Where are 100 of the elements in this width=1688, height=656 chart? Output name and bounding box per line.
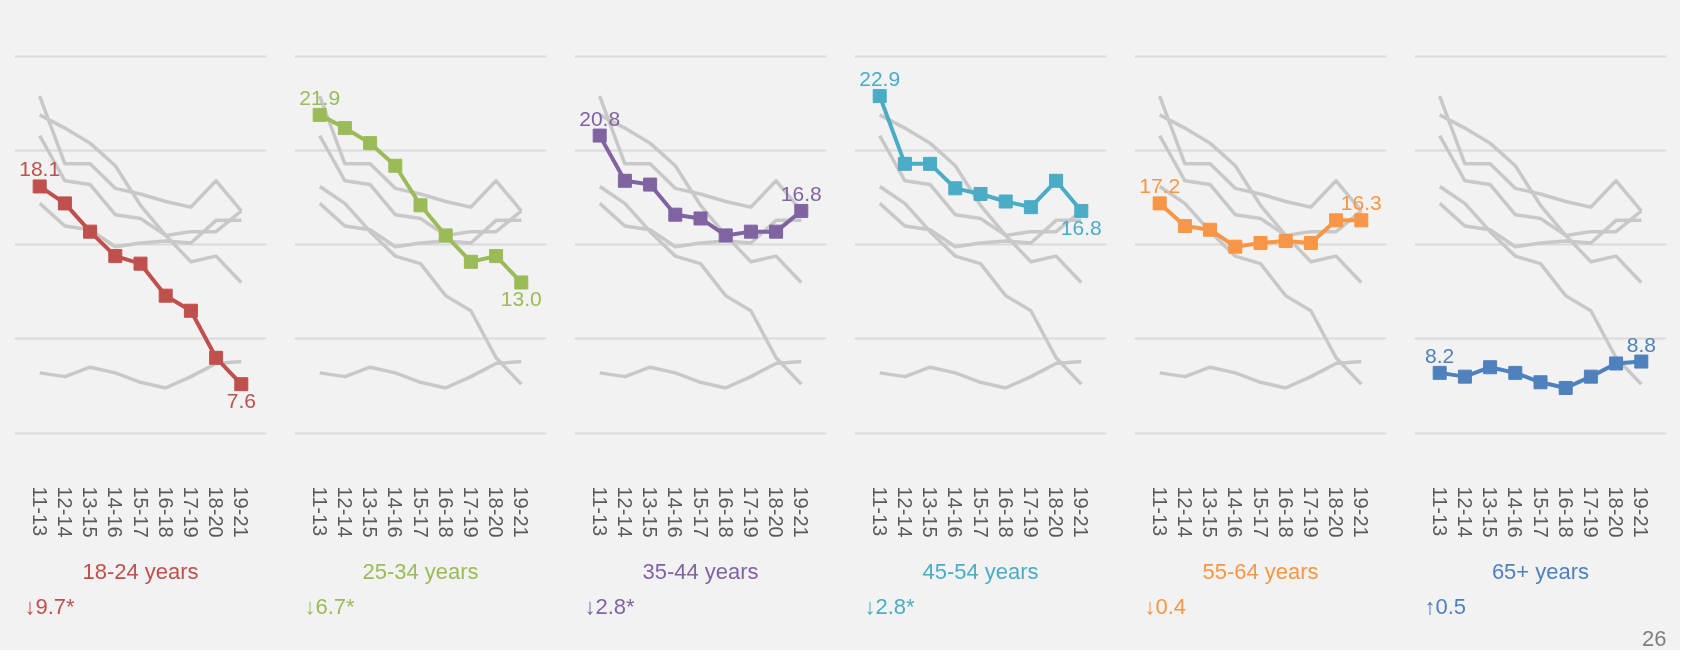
point: [1329, 213, 1344, 228]
x-tick-label: 17-19: [179, 486, 202, 538]
x-tick-label: 14-16: [384, 486, 407, 538]
x-tick-label: 11-13: [308, 486, 331, 537]
x-tick-label: 15-17: [969, 486, 992, 538]
x-tick-label: 17-19: [1019, 486, 1042, 538]
x-tick-label: 14-16: [664, 486, 687, 538]
point: [973, 186, 988, 201]
data-label: 8.8: [1626, 332, 1656, 356]
point: [643, 177, 658, 192]
x-tick-label: 17-19: [739, 486, 762, 538]
x-tick-label: 18-20: [1605, 486, 1628, 538]
point: [57, 196, 72, 211]
point: [514, 275, 529, 290]
text: 55-64 years: [1202, 558, 1319, 584]
point: [617, 173, 632, 188]
x-tick-label: 18-20: [485, 486, 508, 538]
text: 65+ years: [1491, 558, 1590, 584]
point: [1074, 203, 1089, 218]
point: [83, 224, 98, 239]
point: [923, 156, 938, 171]
point: [363, 136, 378, 151]
x-tick-label: 12-14: [53, 486, 76, 538]
point: [158, 288, 173, 303]
data-label: 13.0: [500, 287, 542, 311]
point: [1177, 218, 1192, 233]
text: ↓0.4: [1144, 593, 1187, 619]
text: ↓6.7*: [304, 593, 356, 619]
point: [1203, 222, 1218, 237]
x-tick-label: 15-17: [129, 486, 152, 538]
point: [1049, 173, 1064, 188]
point: [209, 350, 224, 365]
x-tick-label: 16-18: [994, 486, 1017, 538]
data-label: 22.9: [859, 67, 901, 91]
text: 18-24 years: [82, 558, 199, 584]
x-tick-label: 11-13: [1148, 486, 1171, 537]
x-tick-label: 13-15: [79, 486, 102, 538]
point: [1303, 235, 1318, 250]
x-tick-label: 13-15: [1199, 486, 1222, 538]
x-tick-label: 12-14: [613, 486, 636, 538]
point: [743, 224, 758, 239]
data-label: 18.1: [19, 157, 61, 181]
data-label: 20.8: [579, 106, 621, 130]
point: [463, 254, 478, 269]
x-tick-label: 13-15: [639, 486, 662, 538]
point: [693, 211, 708, 226]
x-tick-label: 13-15: [919, 486, 942, 538]
point: [1558, 380, 1573, 395]
point: [1508, 365, 1523, 380]
x-tick-label: 15-17: [689, 486, 712, 538]
x-tick-label: 15-17: [1249, 486, 1272, 538]
data-label: 16.8: [780, 181, 822, 205]
x-tick-label: 14-16: [1224, 486, 1247, 538]
point: [897, 156, 912, 171]
x-tick-label: 17-19: [1579, 486, 1602, 538]
x-tick-label: 19-21: [510, 486, 533, 538]
data-label: 16.3: [1340, 191, 1382, 215]
x-tick-label: 11-13: [588, 486, 611, 537]
point: [1609, 356, 1624, 371]
x-tick-label: 11-13: [1428, 486, 1451, 537]
point: [1152, 196, 1167, 211]
x-tick-label: 11-13: [28, 486, 51, 537]
point: [108, 249, 123, 264]
point: [32, 179, 47, 194]
x-tick-label: 16-18: [714, 486, 737, 538]
point: [489, 249, 504, 264]
x-tick-label: 17-19: [459, 486, 482, 538]
data-label: 21.9: [299, 85, 341, 109]
x-tick-label: 12-14: [1453, 486, 1476, 538]
point: [1253, 235, 1268, 250]
point: [1634, 354, 1649, 369]
data-label: 17.2: [1139, 174, 1181, 198]
point: [872, 89, 887, 104]
point: [438, 228, 453, 243]
point: [794, 203, 809, 218]
data-label: 7.6: [226, 389, 256, 413]
x-tick-label: 14-16: [1504, 486, 1527, 538]
point: [1354, 213, 1369, 228]
x-tick-label: 19-21: [230, 486, 253, 538]
point: [183, 303, 198, 318]
x-tick-label: 19-21: [1350, 486, 1373, 538]
text: ↓2.8*: [864, 593, 916, 619]
x-tick-label: 14-16: [104, 486, 127, 538]
point: [1583, 369, 1598, 384]
text: ↓2.8*: [584, 593, 636, 619]
x-tick-label: 19-21: [790, 486, 813, 538]
text: 25-34 years: [362, 558, 479, 584]
point: [948, 181, 963, 196]
point: [413, 198, 428, 213]
text: ↑0.5: [1424, 593, 1467, 619]
point: [388, 158, 403, 173]
point: [1228, 239, 1243, 254]
x-tick-label: 16-18: [1274, 486, 1297, 538]
x-tick-label: 15-17: [409, 486, 432, 538]
x-tick-label: 19-21: [1070, 486, 1093, 538]
x-tick-label: 17-19: [1299, 486, 1322, 538]
x-tick-label: 14-16: [944, 486, 967, 538]
x-tick-label: 16-18: [154, 486, 177, 538]
text: 45-54 years: [922, 558, 1039, 584]
x-tick-label: 18-20: [765, 486, 788, 538]
